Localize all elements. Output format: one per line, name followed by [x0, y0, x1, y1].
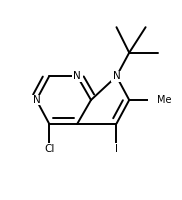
Bar — [111, 71, 122, 82]
Text: Me: Me — [157, 95, 172, 105]
Text: N: N — [74, 71, 81, 81]
Text: I: I — [115, 144, 118, 154]
Bar — [148, 95, 165, 105]
Text: N: N — [113, 71, 120, 81]
Bar — [72, 71, 83, 82]
Text: N: N — [33, 95, 40, 105]
Bar — [112, 143, 121, 155]
Bar — [40, 143, 58, 155]
Bar — [31, 95, 42, 105]
Text: Cl: Cl — [44, 144, 54, 154]
